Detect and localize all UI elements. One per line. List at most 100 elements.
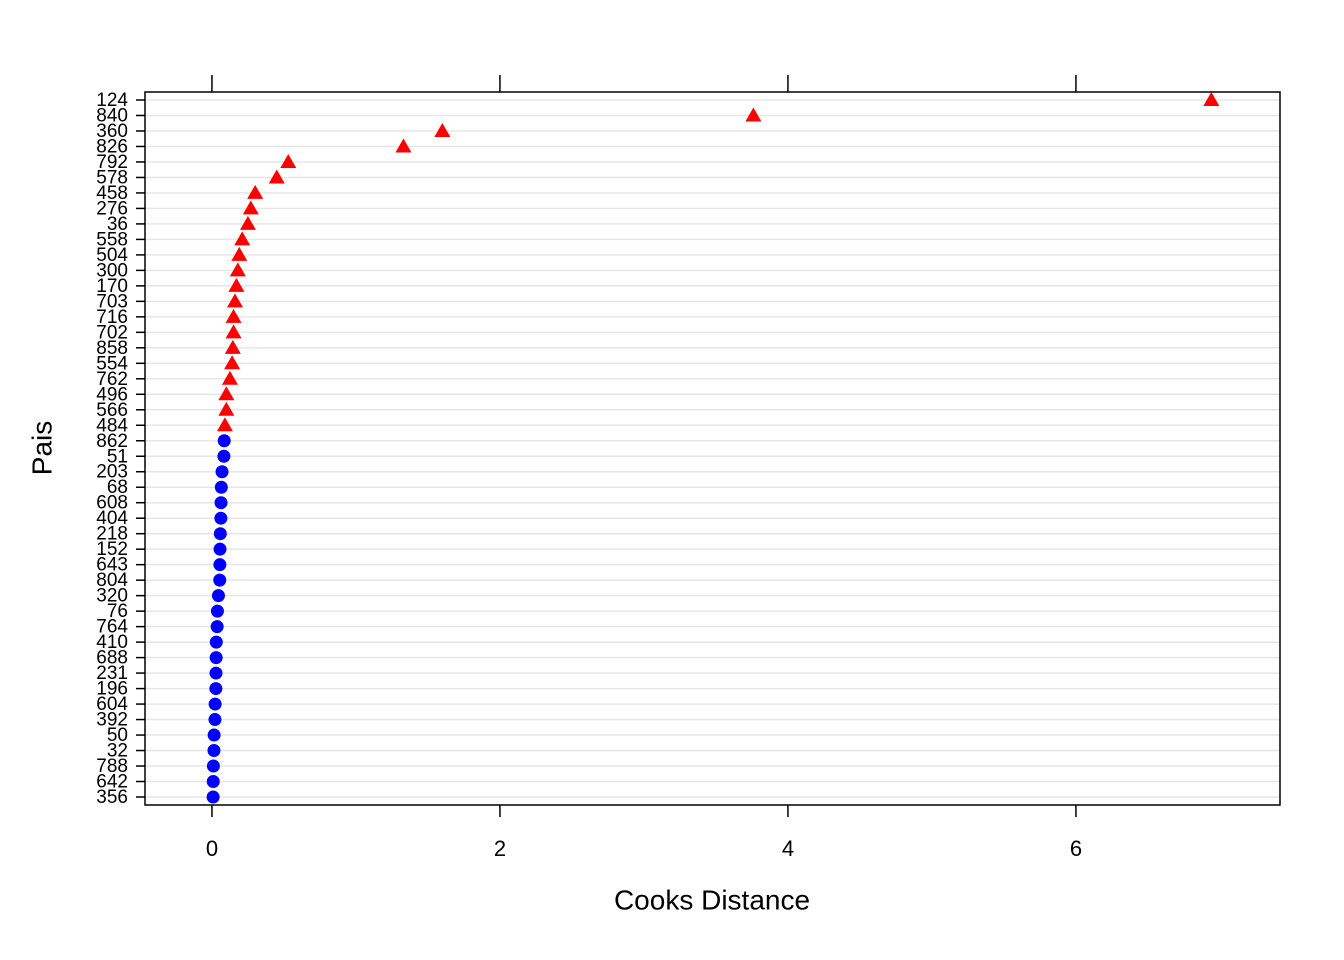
y-tick-label: 196	[96, 679, 128, 700]
dot-marker	[206, 759, 220, 773]
y-tick-label: 404	[96, 508, 128, 529]
dot-marker	[213, 573, 227, 587]
triangle-marker	[221, 370, 238, 385]
triangle-marker	[234, 231, 251, 246]
triangle-marker	[216, 417, 233, 432]
y-tick-label: 392	[96, 710, 128, 731]
y-tick-label: 703	[96, 291, 128, 312]
dot-marker	[208, 713, 222, 727]
triangle-marker	[242, 200, 259, 215]
triangle-marker	[226, 293, 243, 308]
y-tick-label: 50	[107, 725, 128, 746]
dot-marker	[209, 682, 223, 696]
y-tick-label: 840	[96, 106, 128, 127]
y-tick-label: 804	[96, 570, 128, 591]
y-tick-label: 642	[96, 772, 128, 793]
y-tick-label: 604	[96, 694, 128, 715]
y-tick-label: 276	[96, 198, 128, 219]
y-tick-label: 716	[96, 307, 128, 328]
dot-marker	[214, 511, 228, 525]
dot-marker	[213, 542, 227, 556]
y-tick-label: 858	[96, 338, 128, 359]
y-tick-label: 51	[107, 446, 128, 467]
y-tick-label: 578	[96, 167, 128, 188]
x-tick-label: 4	[782, 836, 794, 861]
triangle-marker	[247, 184, 264, 199]
y-tick-label: 32	[107, 741, 128, 762]
y-tick-label: 702	[96, 322, 128, 343]
dot-marker	[206, 790, 220, 804]
y-tick-label: 300	[96, 260, 128, 281]
y-axis-label: Pais	[26, 421, 57, 475]
y-tick-label: 76	[107, 601, 128, 622]
dot-marker	[207, 744, 221, 758]
triangle-marker	[1203, 92, 1220, 106]
y-tick-label: 218	[96, 524, 128, 545]
y-tick-label: 554	[96, 353, 128, 374]
y-tick-label: 36	[107, 214, 128, 235]
dot-marker	[217, 434, 231, 448]
dot-marker	[210, 620, 224, 634]
x-tick-label: 2	[494, 836, 506, 861]
y-tick-label: 458	[96, 183, 128, 204]
y-tick-label: 862	[96, 431, 128, 452]
dot-marker	[213, 558, 227, 572]
triangle-marker	[218, 401, 235, 416]
dot-marker	[206, 775, 220, 789]
triangle-marker	[745, 107, 762, 122]
dot-marker	[213, 527, 227, 541]
y-tick-label: 566	[96, 400, 128, 421]
y-tick-label: 762	[96, 369, 128, 390]
triangle-marker	[229, 262, 246, 277]
y-tick-label: 484	[96, 415, 128, 436]
y-tick-label: 558	[96, 229, 128, 250]
triangle-marker	[280, 153, 297, 168]
triangle-marker	[218, 386, 235, 401]
x-axis-label: Cooks Distance	[614, 884, 810, 915]
y-tick-label: 203	[96, 462, 128, 483]
dot-marker	[214, 496, 228, 510]
triangle-marker	[224, 355, 241, 370]
y-tick-label: 496	[96, 384, 128, 405]
triangle-marker	[434, 122, 451, 137]
y-tick-label: 356	[96, 787, 128, 808]
y-tick-label: 360	[96, 121, 128, 142]
x-tick-label: 0	[206, 836, 218, 861]
dot-marker	[210, 604, 224, 618]
triangle-marker	[225, 308, 242, 323]
y-tick-label: 170	[96, 276, 128, 297]
triangle-marker	[395, 138, 412, 153]
y-tick-label: 152	[96, 539, 128, 560]
y-tick-label: 764	[96, 617, 128, 638]
y-tick-label: 792	[96, 152, 128, 173]
dot-marker	[209, 651, 223, 665]
dot-marker	[215, 465, 229, 479]
dot-marker	[207, 728, 221, 742]
y-tick-label: 68	[107, 477, 128, 498]
dot-marker	[209, 635, 223, 649]
triangle-marker	[225, 324, 242, 339]
y-tick-label: 788	[96, 756, 128, 777]
y-tick-label: 504	[96, 245, 128, 266]
y-tick-label: 826	[96, 136, 128, 157]
triangle-marker	[224, 339, 241, 354]
y-tick-label: 410	[96, 632, 128, 653]
y-tick-label: 643	[96, 555, 128, 576]
y-tick-label: 124	[96, 90, 128, 111]
panel	[144, 91, 1281, 806]
triangle-marker	[239, 215, 256, 230]
y-tick-label: 320	[96, 586, 128, 607]
triangle-marker	[268, 169, 285, 184]
triangle-marker	[231, 246, 248, 261]
y-tick-label: 688	[96, 648, 128, 669]
triangle-marker	[228, 277, 245, 292]
dot-marker	[209, 666, 223, 680]
x-tick-label: 6	[1070, 836, 1082, 861]
y-tick-label: 231	[96, 663, 128, 684]
dot-marker	[208, 697, 222, 711]
dot-marker	[211, 589, 225, 603]
y-tick-label: 608	[96, 493, 128, 514]
dot-marker	[217, 449, 231, 463]
